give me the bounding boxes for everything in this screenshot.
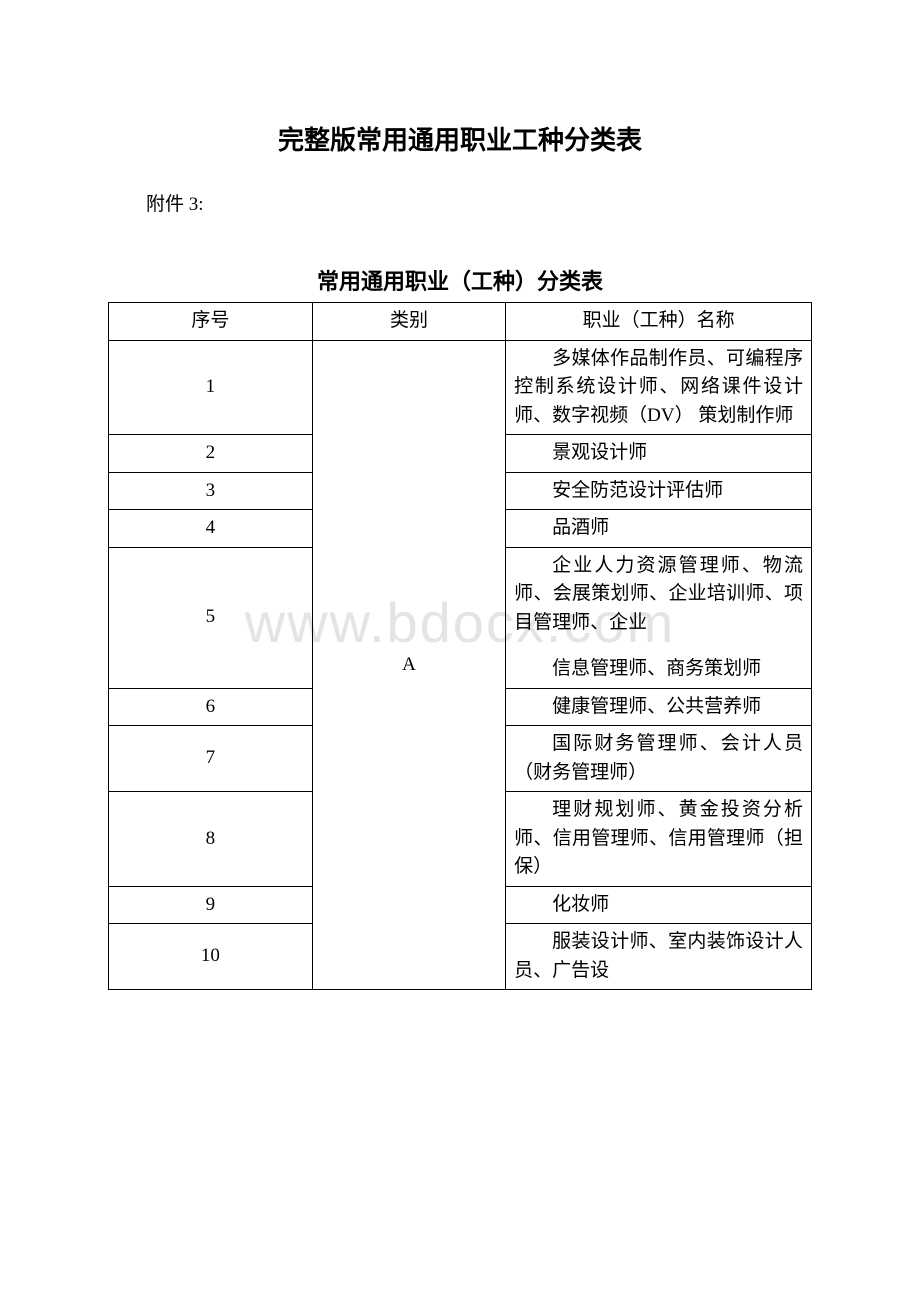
cell-desc: 化妆师 — [506, 886, 812, 924]
cell-desc: 多媒体作品制作员、可编程序控制系统设计师、网络课件设计师、数字视频（DV） 策划… — [506, 340, 812, 435]
header-seq: 序号 — [109, 303, 313, 341]
cell-desc: 品酒师 — [506, 510, 812, 548]
document-title: 完整版常用通用职业工种分类表 — [108, 120, 812, 157]
header-name: 职业（工种）名称 — [506, 303, 812, 341]
table-header-row: 序号 类别 职业（工种）名称 — [109, 303, 812, 341]
cell-desc: 健康管理师、公共营养师 — [506, 688, 812, 726]
attachment-label: 附件 3: — [108, 189, 812, 216]
cell-seq: 4 — [109, 510, 313, 548]
cell-desc: 景观设计师 — [506, 435, 812, 473]
cell-seq: 5 — [109, 547, 313, 688]
cell-seq: 2 — [109, 435, 313, 473]
document-content: 完整版常用通用职业工种分类表 附件 3: 常用通用职业（工种）分类表 序号 类别… — [108, 120, 812, 990]
cell-seq: 3 — [109, 472, 313, 510]
desc-para: 企业人力资源管理师、物流师、会展策划师、企业培训师、项目管理师、企业 — [514, 552, 803, 638]
cell-seq: 9 — [109, 886, 313, 924]
cell-seq: 8 — [109, 792, 313, 887]
cell-category: A — [312, 340, 505, 990]
table-row: 1 A 多媒体作品制作员、可编程序控制系统设计师、网络课件设计师、数字视频（DV… — [109, 340, 812, 435]
cell-seq: 10 — [109, 924, 313, 990]
cell-seq: 7 — [109, 726, 313, 792]
header-category: 类别 — [312, 303, 505, 341]
cell-desc: 服装设计师、室内装饰设计人员、广告设 — [506, 924, 812, 990]
table-title: 常用通用职业（工种）分类表 — [108, 264, 812, 296]
cell-seq: 6 — [109, 688, 313, 726]
desc-para: 信息管理师、商务策划师 — [514, 655, 803, 684]
cell-desc: 安全防范设计评估师 — [506, 472, 812, 510]
cell-desc: 国际财务管理师、会计人员（财务管理师） — [506, 726, 812, 792]
cell-seq: 1 — [109, 340, 313, 435]
occupation-table: 序号 类别 职业（工种）名称 1 A 多媒体作品制作员、可编程序控制系统设计师、… — [108, 302, 812, 990]
cell-desc: 理财规划师、黄金投资分析师、信用管理师、信用管理师（担保） — [506, 792, 812, 887]
cell-desc: 企业人力资源管理师、物流师、会展策划师、企业培训师、项目管理师、企业 信息管理师… — [506, 547, 812, 688]
